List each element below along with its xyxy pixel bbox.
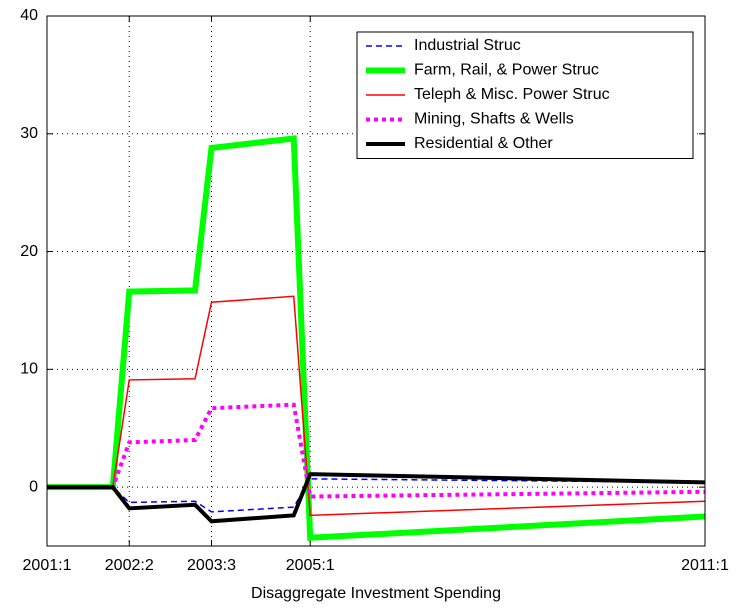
y-tick-label: 10 [20, 361, 38, 378]
legend-label: Mining, Shafts & Wells [414, 111, 574, 128]
x-tick-label: 2005:1 [286, 557, 335, 574]
y-tick-label: 0 [29, 478, 38, 495]
x-tick-label: 2003:3 [187, 557, 236, 574]
y-tick-label: 20 [20, 243, 38, 260]
y-tick-label: 40 [20, 7, 38, 24]
legend-label: Teleph & Misc. Power Struc [414, 86, 610, 103]
series-line [47, 402, 705, 499]
x-tick-label: 2002:2 [105, 557, 154, 574]
series-line [47, 472, 705, 524]
legend-label: Farm, Rail, & Power Struc [414, 62, 599, 79]
y-tick-label: 30 [20, 125, 38, 142]
x-tick-label: 2001:1 [23, 557, 72, 574]
legend-label: Industrial Struc [414, 37, 521, 54]
x-axis-label: Disaggregate Investment Spending [251, 585, 501, 602]
x-tick-label: 2011:1 [681, 557, 729, 574]
legend-box [356, 31, 694, 159]
plot-frame [46, 15, 706, 547]
legend-label: Residential & Other [414, 135, 553, 152]
